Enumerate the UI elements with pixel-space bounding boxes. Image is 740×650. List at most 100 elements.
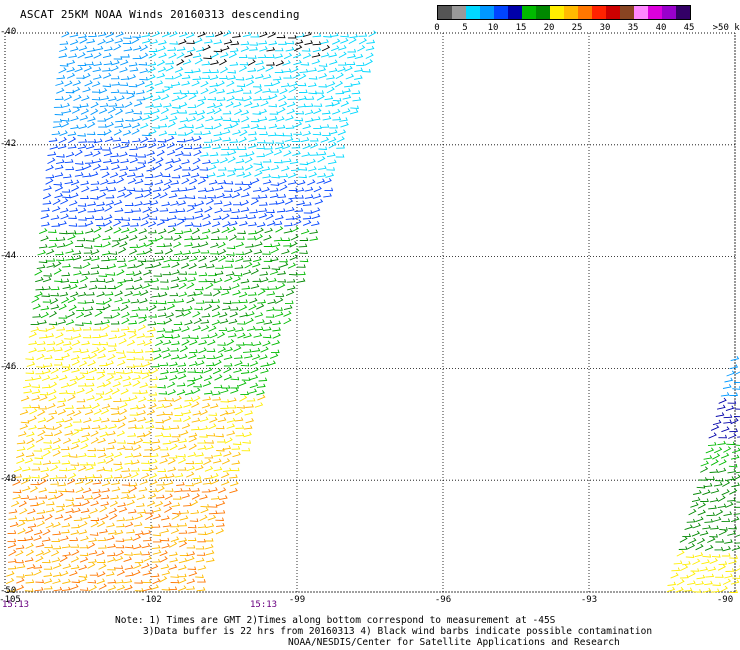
wind-barb (82, 500, 89, 505)
wind-barb (243, 270, 251, 275)
wind-barb (215, 434, 223, 437)
wind-barb (336, 73, 343, 79)
wind-barb (180, 94, 187, 100)
wind-barb (138, 154, 146, 157)
wind-barb (173, 158, 181, 163)
wind-barb (245, 404, 253, 407)
wind-barb (196, 124, 204, 129)
wind-barb (165, 164, 172, 170)
wind-barb (698, 510, 705, 515)
wind-barb (129, 333, 136, 339)
wind-barb (264, 320, 272, 324)
wind-barb (78, 292, 86, 296)
wind-barb (47, 326, 55, 331)
wind-barb (31, 482, 39, 485)
wind-barb (63, 564, 71, 569)
wind-barb (193, 476, 201, 479)
wind-barb (57, 243, 65, 247)
wind-barb (127, 340, 134, 345)
wind-barb (118, 354, 126, 358)
wind-barb (71, 368, 79, 372)
wind-barb (133, 563, 140, 568)
wind-barb (59, 390, 67, 393)
wind-barb (46, 165, 53, 170)
wind-barb (103, 242, 110, 247)
wind-barb (100, 333, 108, 337)
wind-barb (91, 265, 99, 269)
wind-barb (55, 515, 63, 519)
wind-barb (120, 159, 128, 163)
wind-barb (278, 279, 286, 282)
wind-barb (96, 301, 104, 304)
wind-barb (88, 139, 96, 142)
wind-barb (112, 388, 119, 394)
wind-barb (49, 382, 56, 388)
wind-barb (322, 45, 329, 51)
wind-barb (69, 571, 77, 576)
wind-barb (276, 200, 284, 205)
wind-barb (66, 508, 74, 512)
wind-barb (92, 425, 100, 429)
wind-barb (98, 459, 106, 463)
wind-barb (352, 81, 360, 85)
wind-barb (102, 147, 110, 150)
wind-barb (225, 259, 233, 262)
wind-barb (706, 448, 714, 453)
wind-barb (270, 111, 278, 114)
wind-barb (79, 46, 87, 51)
wind-barb (291, 67, 298, 72)
wind-barb (207, 103, 215, 107)
wind-barb (179, 439, 187, 443)
wind-barb (97, 370, 105, 373)
wind-barb (203, 459, 210, 465)
wind-barb (215, 208, 223, 213)
wind-barb (110, 501, 117, 507)
wind-barb (147, 167, 155, 171)
wind-barb (94, 244, 102, 247)
wind-barb (150, 40, 158, 45)
wind-barb (235, 88, 243, 93)
wind-barb (145, 104, 153, 108)
wind-barb (130, 244, 138, 247)
wind-barb (169, 116, 177, 121)
wind-barb (195, 209, 203, 213)
wind-barb (708, 505, 716, 509)
wind-barb (148, 314, 156, 317)
wind-barb (125, 545, 133, 548)
wind-barb (313, 33, 321, 37)
wind-barb (60, 292, 68, 296)
wind-barb (174, 235, 181, 240)
wind-barb (46, 249, 53, 254)
wind-barb (217, 439, 225, 442)
wind-barb (209, 417, 217, 422)
wind-barb (125, 102, 132, 108)
wind-barb (39, 228, 47, 233)
wind-barb (166, 474, 174, 478)
wind-barb (142, 552, 150, 555)
wind-barb (722, 519, 730, 522)
wind-barb (288, 263, 295, 269)
wind-barb (217, 81, 224, 86)
wind-barb (698, 503, 705, 509)
wind-barb (97, 292, 105, 297)
wind-barb (299, 251, 307, 254)
wind-barb (83, 262, 90, 268)
wind-barb (155, 340, 162, 345)
wind-barb (16, 585, 23, 590)
wind-barb (246, 75, 254, 79)
wind-barb (49, 475, 57, 479)
wind-barb (687, 519, 695, 522)
wind-barb (188, 117, 196, 122)
wind-barb (161, 108, 168, 114)
wind-barb (145, 510, 153, 513)
wind-barb (726, 568, 734, 571)
wind-barb (259, 378, 267, 381)
wind-barb (39, 488, 47, 493)
wind-barb (70, 116, 78, 121)
wind-barb (140, 307, 148, 310)
wind-barb (85, 62, 93, 65)
wind-barb (196, 546, 204, 549)
wind-barb (223, 222, 230, 227)
wind-barb (79, 361, 86, 367)
wind-barb (284, 151, 291, 157)
